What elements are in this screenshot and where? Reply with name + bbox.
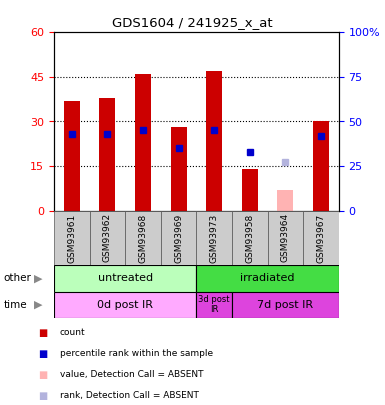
Text: GSM93958: GSM93958 [245, 213, 254, 262]
Text: ■: ■ [38, 391, 48, 401]
Text: ▶: ▶ [34, 273, 43, 283]
Bar [232, 292, 339, 318]
Bar [161, 211, 196, 265]
Text: GSM93964: GSM93964 [281, 213, 290, 262]
Bar [54, 292, 196, 318]
Text: GSM93967: GSM93967 [316, 213, 325, 262]
Bar [99, 98, 116, 211]
Bar [313, 122, 329, 211]
Text: irradiated: irradiated [240, 273, 295, 283]
Text: value, Detection Call = ABSENT: value, Detection Call = ABSENT [60, 370, 203, 379]
Bar [196, 265, 339, 292]
Bar [135, 74, 151, 211]
Text: count: count [60, 328, 85, 337]
Bar [54, 265, 196, 292]
Text: GSM93962: GSM93962 [103, 213, 112, 262]
Bar [196, 211, 232, 265]
Text: GDS1604 / 241925_x_at: GDS1604 / 241925_x_at [112, 16, 273, 29]
Text: rank, Detection Call = ABSENT: rank, Detection Call = ABSENT [60, 391, 199, 400]
Bar [64, 101, 80, 211]
Bar [196, 292, 232, 318]
Bar [277, 190, 293, 211]
Text: 0d post IR: 0d post IR [97, 300, 153, 310]
Bar [125, 211, 161, 265]
Text: ■: ■ [38, 370, 48, 379]
Text: percentile rank within the sample: percentile rank within the sample [60, 349, 213, 358]
Bar [242, 169, 258, 211]
Bar [54, 211, 90, 265]
Text: GSM93969: GSM93969 [174, 213, 183, 262]
Text: time: time [4, 300, 27, 310]
Bar [206, 71, 222, 211]
Text: GSM93973: GSM93973 [210, 213, 219, 262]
Text: ■: ■ [38, 349, 48, 358]
Bar [268, 211, 303, 265]
Bar [303, 211, 339, 265]
Bar [171, 128, 187, 211]
Bar [90, 211, 125, 265]
Text: 7d post IR: 7d post IR [257, 300, 313, 310]
Text: untreated: untreated [97, 273, 153, 283]
Text: other: other [4, 273, 32, 283]
Bar [232, 211, 268, 265]
Text: ▶: ▶ [34, 300, 43, 310]
Text: ■: ■ [38, 328, 48, 337]
Text: 3d post
IR: 3d post IR [198, 295, 230, 314]
Text: GSM93961: GSM93961 [67, 213, 76, 262]
Text: GSM93968: GSM93968 [139, 213, 147, 262]
